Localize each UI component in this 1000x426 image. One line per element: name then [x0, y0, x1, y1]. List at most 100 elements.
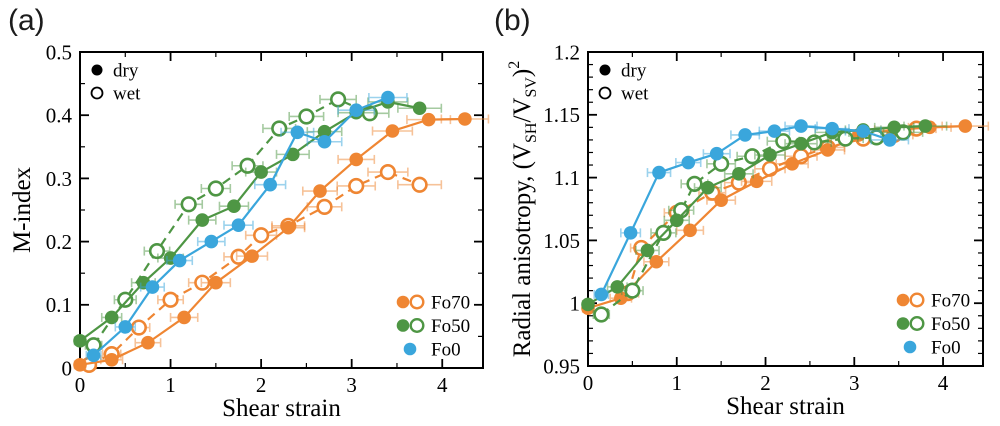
data-point — [767, 124, 782, 138]
series-fo70-dry — [73, 112, 490, 372]
data-point — [313, 184, 327, 198]
plot-frame — [587, 51, 984, 367]
y-tick-label: 1 — [570, 292, 581, 316]
x-axis-label: Shear strain — [726, 393, 845, 420]
data-point — [958, 119, 973, 133]
open-circle-icon — [409, 294, 425, 310]
data-point — [681, 155, 696, 170]
data-point — [683, 223, 697, 238]
y-tick-label: 0.4 — [46, 104, 73, 128]
panel-a: 0 1 2 3 4 0 0.1 0.2 0.3 0.4 0.5 Shear strain M-index… — [9, 40, 490, 422]
data-point — [732, 167, 746, 181]
x-axis-label: Shear strain — [222, 395, 341, 422]
y-tick-label: 0 — [62, 356, 73, 380]
filled-circle-icon — [396, 319, 410, 332]
data-point — [652, 165, 666, 180]
data-point — [794, 119, 808, 133]
y-tick-label: 1.05 — [543, 229, 580, 253]
open-circle-icon — [909, 292, 925, 308]
open-circle-icon — [409, 318, 425, 334]
data-point — [195, 213, 210, 227]
y-tick-label: 1.15 — [543, 103, 580, 127]
filled-circle-icon — [896, 317, 910, 330]
data-point — [775, 133, 792, 150]
series-legend-label: Fo70 — [431, 293, 470, 314]
data-point — [286, 147, 300, 162]
data-point — [669, 213, 684, 228]
y-axis-label: Radial anisotropy, (VSH/VSV)2 — [506, 61, 540, 358]
data-point — [231, 218, 246, 232]
data-point — [117, 291, 134, 308]
filled-circle-icon — [896, 293, 910, 307]
data-point — [649, 254, 664, 269]
data-point — [581, 297, 595, 312]
data-point — [254, 165, 268, 179]
data-point — [271, 120, 288, 137]
data-point — [744, 148, 761, 165]
open-circle-icon — [909, 316, 925, 332]
y-axis-label: M-index — [9, 166, 36, 253]
data-point — [458, 112, 472, 126]
y-tick-label: 1.1 — [554, 166, 580, 190]
x-tick-label: 0 — [75, 373, 86, 397]
series-fo70-wet — [616, 120, 937, 302]
data-point — [104, 310, 119, 325]
data-point — [162, 291, 179, 308]
data-point — [348, 177, 365, 195]
filled-circle-icon — [903, 340, 917, 354]
open-circle-icon — [598, 86, 612, 100]
y-tick-label: 0.3 — [46, 167, 72, 191]
data-point — [624, 282, 641, 299]
data-point — [640, 243, 655, 258]
data-point — [281, 220, 296, 235]
series-legend-label: Fo50 — [931, 314, 970, 335]
data-point — [738, 128, 752, 142]
data-point — [118, 320, 133, 334]
panel-b: 0 1 2 3 4 0.95 1 1.05 1.1 1.15 1.2 Shear strain Radi… — [506, 40, 990, 420]
x-tick-label: 4 — [938, 371, 949, 395]
x-tick-label: 3 — [346, 373, 357, 397]
data-point — [141, 335, 155, 350]
y-tick-label: 0.2 — [46, 230, 72, 254]
filled-circle-icon — [396, 295, 410, 309]
data-point — [172, 253, 187, 268]
data-point — [701, 180, 715, 195]
data-point — [856, 124, 870, 138]
data-point — [349, 152, 364, 167]
data-point — [709, 146, 724, 161]
data-point — [794, 136, 808, 151]
data-point — [86, 348, 101, 363]
condition-legend-label: dry — [113, 61, 139, 82]
x-tick-label: 1 — [672, 371, 683, 395]
data-point — [263, 177, 277, 192]
data-point — [379, 163, 397, 181]
data-point — [385, 124, 400, 138]
y-tick-label: 0.5 — [46, 40, 72, 64]
series-legend-label: Fo0 — [431, 340, 461, 361]
data-point — [253, 227, 270, 244]
data-point — [749, 174, 764, 189]
data-point — [209, 275, 223, 290]
data-point — [349, 103, 364, 117]
x-tick-label: 4 — [437, 373, 448, 397]
series-legend-label: Fo50 — [431, 316, 470, 337]
series-legend-label: Fo0 — [931, 338, 961, 359]
data-point — [317, 124, 332, 139]
data-point — [381, 90, 395, 105]
panel-b-label: (b) — [494, 4, 531, 37]
y-tick-label: 0.95 — [543, 354, 580, 378]
data-point — [245, 249, 259, 263]
condition-legend-label: dry — [621, 61, 647, 82]
data-point — [148, 242, 166, 260]
series-line — [88, 170, 421, 366]
data-point — [73, 358, 87, 372]
data-point — [882, 133, 897, 147]
series-fo0-dry — [85, 90, 408, 363]
x-tick-label: 1 — [165, 373, 176, 397]
data-point — [104, 352, 119, 367]
